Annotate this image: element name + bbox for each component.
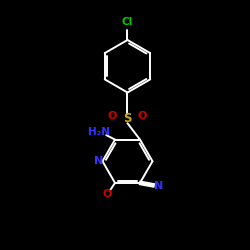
Text: O: O	[108, 111, 117, 121]
Text: O: O	[138, 111, 147, 121]
Text: S: S	[123, 112, 132, 125]
Text: Cl: Cl	[122, 17, 133, 27]
Text: N: N	[94, 156, 104, 166]
Text: N: N	[154, 182, 163, 192]
Text: O: O	[103, 189, 112, 199]
Text: H₂N: H₂N	[88, 127, 110, 137]
